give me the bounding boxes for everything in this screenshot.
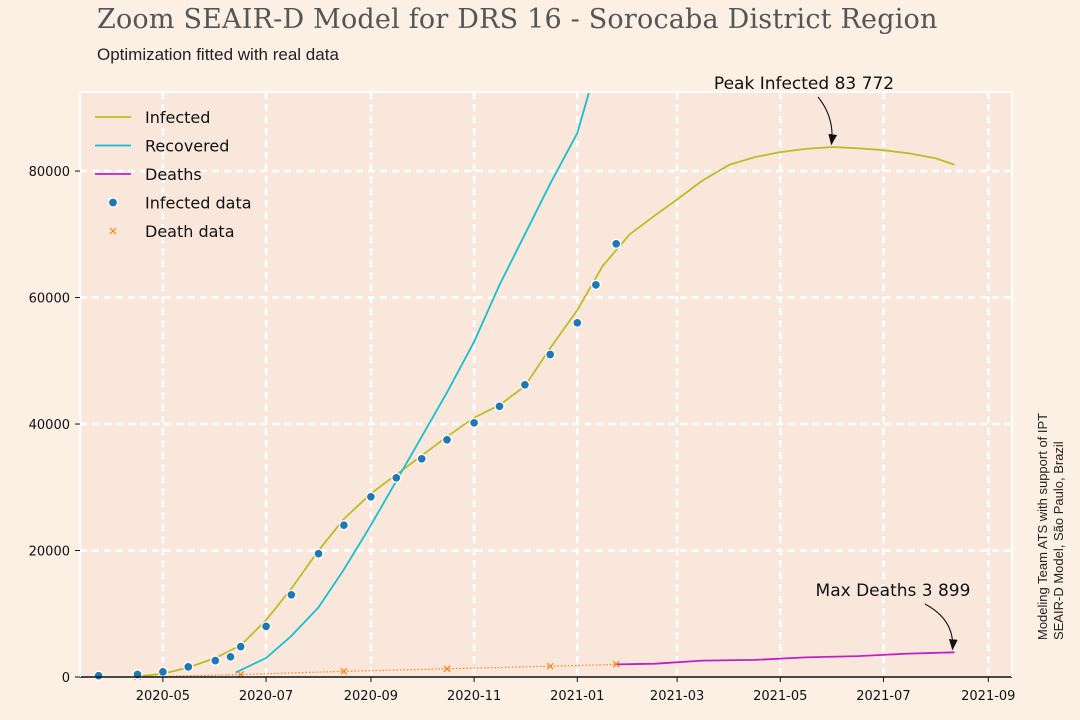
infected-data-point: [391, 472, 402, 483]
legend-marker-death-data: [109, 227, 117, 235]
death-data-point: [546, 662, 554, 670]
infected-data-point: [468, 417, 480, 428]
death-data-point: [443, 665, 451, 673]
legend-label-death-data: Death data: [145, 222, 235, 241]
infected-data-point: [210, 655, 221, 666]
death-data-trail: [137, 663, 617, 678]
death-data-point: [340, 667, 348, 675]
legend-marker-infected-data: [107, 197, 119, 208]
series-layer: [93, 91, 955, 681]
infected-data-point: [93, 670, 104, 681]
chart-title: Zoom SEAIR-D Model for DRS 16 - Sorocaba…: [97, 4, 938, 35]
annotation-peak-arrow: [817, 96, 838, 146]
plot-area: [80, 92, 1012, 677]
infected-data-point: [590, 279, 602, 291]
annotations: Peak Infected 83 772 Max Deaths 3 899: [714, 74, 971, 651]
x-tick-label: 2021-01: [550, 689, 604, 704]
infected-data-point: [225, 651, 236, 662]
y-tick-label: 0: [62, 671, 70, 686]
infected-data-point: [365, 491, 377, 502]
infected-data-point: [157, 666, 169, 678]
annotation-max-deaths: Max Deaths 3 899: [816, 581, 971, 601]
x-tick-label: 2021-07: [856, 689, 910, 704]
infected-data-point: [338, 520, 350, 531]
x-tick-label: 2020-11: [447, 689, 501, 704]
infected-data-point: [545, 349, 556, 360]
series-line-infected: [137, 146, 955, 678]
infected-data-point: [572, 317, 583, 328]
infected-data-point: [519, 379, 531, 390]
y-tick-label: 60000: [29, 292, 70, 307]
infected-data-point: [260, 621, 272, 632]
death-data-point: [612, 660, 620, 668]
legend-label-infected: Infected: [145, 108, 210, 127]
infected-data-point: [494, 401, 505, 412]
legend-label-recovered: Recovered: [145, 137, 229, 156]
infected-data-point: [235, 641, 246, 652]
annotation-deaths-arrow: [924, 603, 958, 651]
infected-data-point: [313, 548, 324, 559]
infected-data-point: [286, 589, 297, 600]
axes: 2020-05 2020-07 2020-09 2020-11 2021-01 2021-…: [29, 91, 1015, 704]
legend: Infected Recovered Deaths Infected data Deat…: [95, 108, 252, 241]
x-tick-label: 2020-07: [239, 689, 293, 704]
legend-label-infected-data: Infected data: [145, 194, 252, 213]
annotation-peak-infected: Peak Infected 83 772: [714, 74, 894, 94]
chart-subtitle: Optimization fitted with real data: [97, 45, 339, 64]
x-tick-label: 2021-05: [753, 689, 807, 704]
y-tick-label: 20000: [29, 545, 70, 560]
y-tick-label: 80000: [29, 165, 70, 180]
x-tick-label: 2020-05: [136, 689, 190, 704]
infected-data-point: [441, 434, 453, 445]
x-tick-label: 2020-09: [344, 689, 398, 704]
legend-label-deaths: Deaths: [145, 165, 202, 184]
x-tick-label: 2021-03: [650, 689, 704, 704]
series-line-deaths: [616, 651, 955, 666]
series-line-recovered: [235, 91, 590, 674]
infected-data-point: [416, 453, 427, 464]
grid: [80, 92, 1012, 677]
y-tick-label: 40000: [29, 418, 70, 433]
infected-data-point: [183, 661, 194, 673]
infected-data-point: [611, 238, 622, 249]
x-tick-label: 2021-09: [961, 689, 1015, 704]
